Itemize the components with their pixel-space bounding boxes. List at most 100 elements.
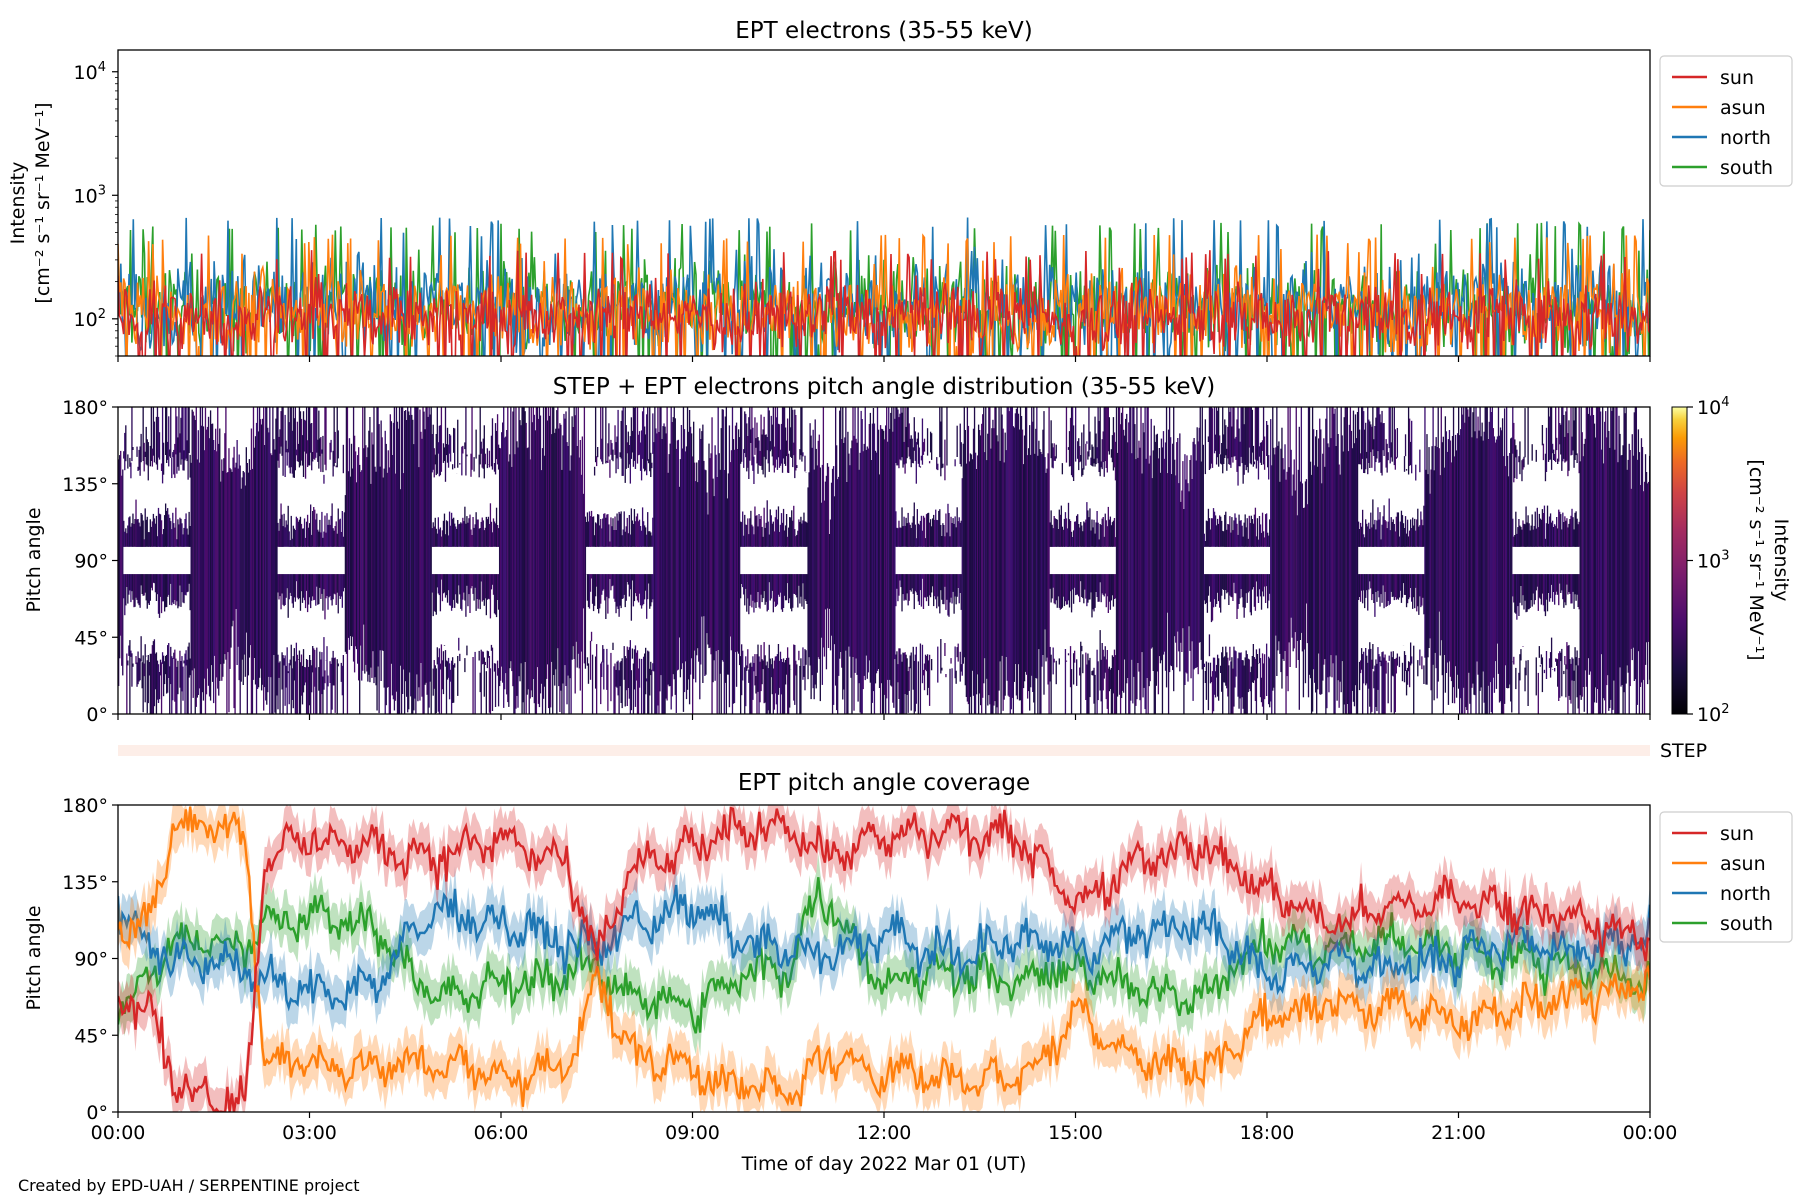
heatmap-cell [940, 639, 942, 674]
heatmap-cell [1376, 520, 1378, 547]
heatmap-cell [910, 652, 912, 711]
heatmap-cell [838, 476, 840, 676]
heatmap-cell [792, 409, 794, 468]
heatmap-cell [437, 574, 439, 594]
heatmap-cell [1519, 525, 1521, 547]
heatmap-cell [1433, 470, 1435, 701]
heatmap-cell [324, 670, 326, 684]
heatmap-cell [800, 658, 802, 714]
heatmap-cell [473, 457, 475, 472]
heatmap-cell [1547, 407, 1550, 462]
heatmap-cell [319, 519, 321, 547]
heatmap-cell [334, 431, 336, 463]
heatmap-cell [1527, 515, 1529, 547]
heatmap-cell [649, 668, 651, 696]
heatmap-cell [1526, 574, 1528, 612]
heatmap-cell [144, 644, 146, 703]
heatmap-cell [145, 519, 147, 547]
heatmap-cell [236, 440, 238, 665]
heatmap-cell [959, 423, 961, 464]
heatmap-cell [293, 648, 295, 681]
heatmap-cell [336, 407, 338, 468]
heatmap-cell [954, 574, 956, 597]
heatmap-cell [1413, 574, 1415, 598]
heatmap-cell [222, 470, 224, 677]
heatmap-cell [1253, 657, 1256, 681]
heatmap-cell [1101, 518, 1103, 547]
heatmap-cell [296, 654, 299, 714]
heatmap-cell [787, 453, 790, 473]
heatmap-cell [143, 574, 145, 596]
heatmap-cell [433, 660, 435, 689]
heatmap-cell [865, 449, 867, 656]
heatmap-cell [1090, 574, 1092, 593]
heatmap-cell [1511, 437, 1513, 713]
heatmap-cell [1432, 407, 1434, 665]
heatmap-cell [1236, 574, 1238, 619]
heatmap-cell [1107, 574, 1109, 613]
heatmap-cell [172, 512, 174, 547]
heatmap-cell [342, 444, 345, 474]
heatmap-cell [891, 407, 893, 687]
heatmap-cell [927, 660, 930, 688]
heatmap-cell [471, 407, 473, 470]
heatmap-cell [1237, 658, 1239, 697]
heatmap-cell [751, 407, 753, 466]
heatmap-cell [1545, 523, 1548, 547]
heatmap-cell [315, 519, 317, 547]
heatmap-cell [976, 455, 979, 675]
heatmap-cell [861, 419, 863, 714]
heatmap-cell [948, 513, 950, 547]
heatmap-cell [1558, 574, 1560, 606]
heatmap-cell [282, 526, 284, 547]
heatmap-cell [583, 407, 586, 664]
heatmap-cell [744, 514, 746, 547]
heatmap-cell [623, 511, 625, 547]
heatmap-cell [141, 514, 143, 547]
heatmap-cell [1455, 450, 1458, 698]
heatmap-cell [698, 460, 700, 662]
heatmap-cell [1503, 408, 1506, 704]
heatmap-cell [612, 449, 614, 462]
heatmap-cell [904, 407, 906, 474]
heatmap-cell [1255, 536, 1258, 547]
heatmap-cell [611, 574, 613, 587]
heatmap-cell [401, 407, 404, 694]
heatmap-cell [155, 416, 158, 465]
heatmap-cell [1239, 652, 1241, 699]
heatmap-cell [565, 411, 567, 686]
heatmap-cell [1386, 443, 1388, 473]
heatmap-cell [661, 439, 663, 714]
heatmap-cell [1319, 418, 1321, 695]
heatmap-cell [279, 429, 281, 454]
heatmap-cell [463, 574, 465, 593]
heatmap-cell [1198, 427, 1200, 643]
heatmap-cell [946, 532, 948, 547]
heatmap-cell [176, 539, 178, 547]
heatmap-cell [132, 513, 134, 547]
heatmap-cell [334, 574, 336, 595]
heatmap-cell [1147, 407, 1149, 714]
heatmap-cell [278, 530, 280, 547]
heatmap-cell [767, 407, 769, 464]
heatmap-cell [730, 450, 733, 651]
heatmap-cell [442, 520, 445, 547]
heatmap-cell [1276, 407, 1278, 676]
heatmap-cell [149, 574, 151, 601]
heatmap-cell [802, 647, 804, 680]
heatmap-cell [1033, 407, 1035, 703]
heatmap-cell [181, 407, 183, 460]
heatmap-cell [336, 574, 338, 593]
heatmap-cell [1214, 434, 1217, 451]
heatmap-cell [737, 429, 740, 654]
heatmap-cell [1441, 442, 1443, 676]
heatmap-cell [1310, 474, 1313, 714]
heatmap-cell [1513, 574, 1515, 603]
heatmap-cell [915, 442, 917, 484]
series-line-sun [118, 806, 1650, 1112]
heatmap-cell [1142, 422, 1144, 698]
heatmap-cell [956, 507, 958, 547]
heatmap-cell [1110, 668, 1113, 714]
heatmap-cell [902, 652, 904, 714]
heatmap-cell [433, 448, 435, 478]
